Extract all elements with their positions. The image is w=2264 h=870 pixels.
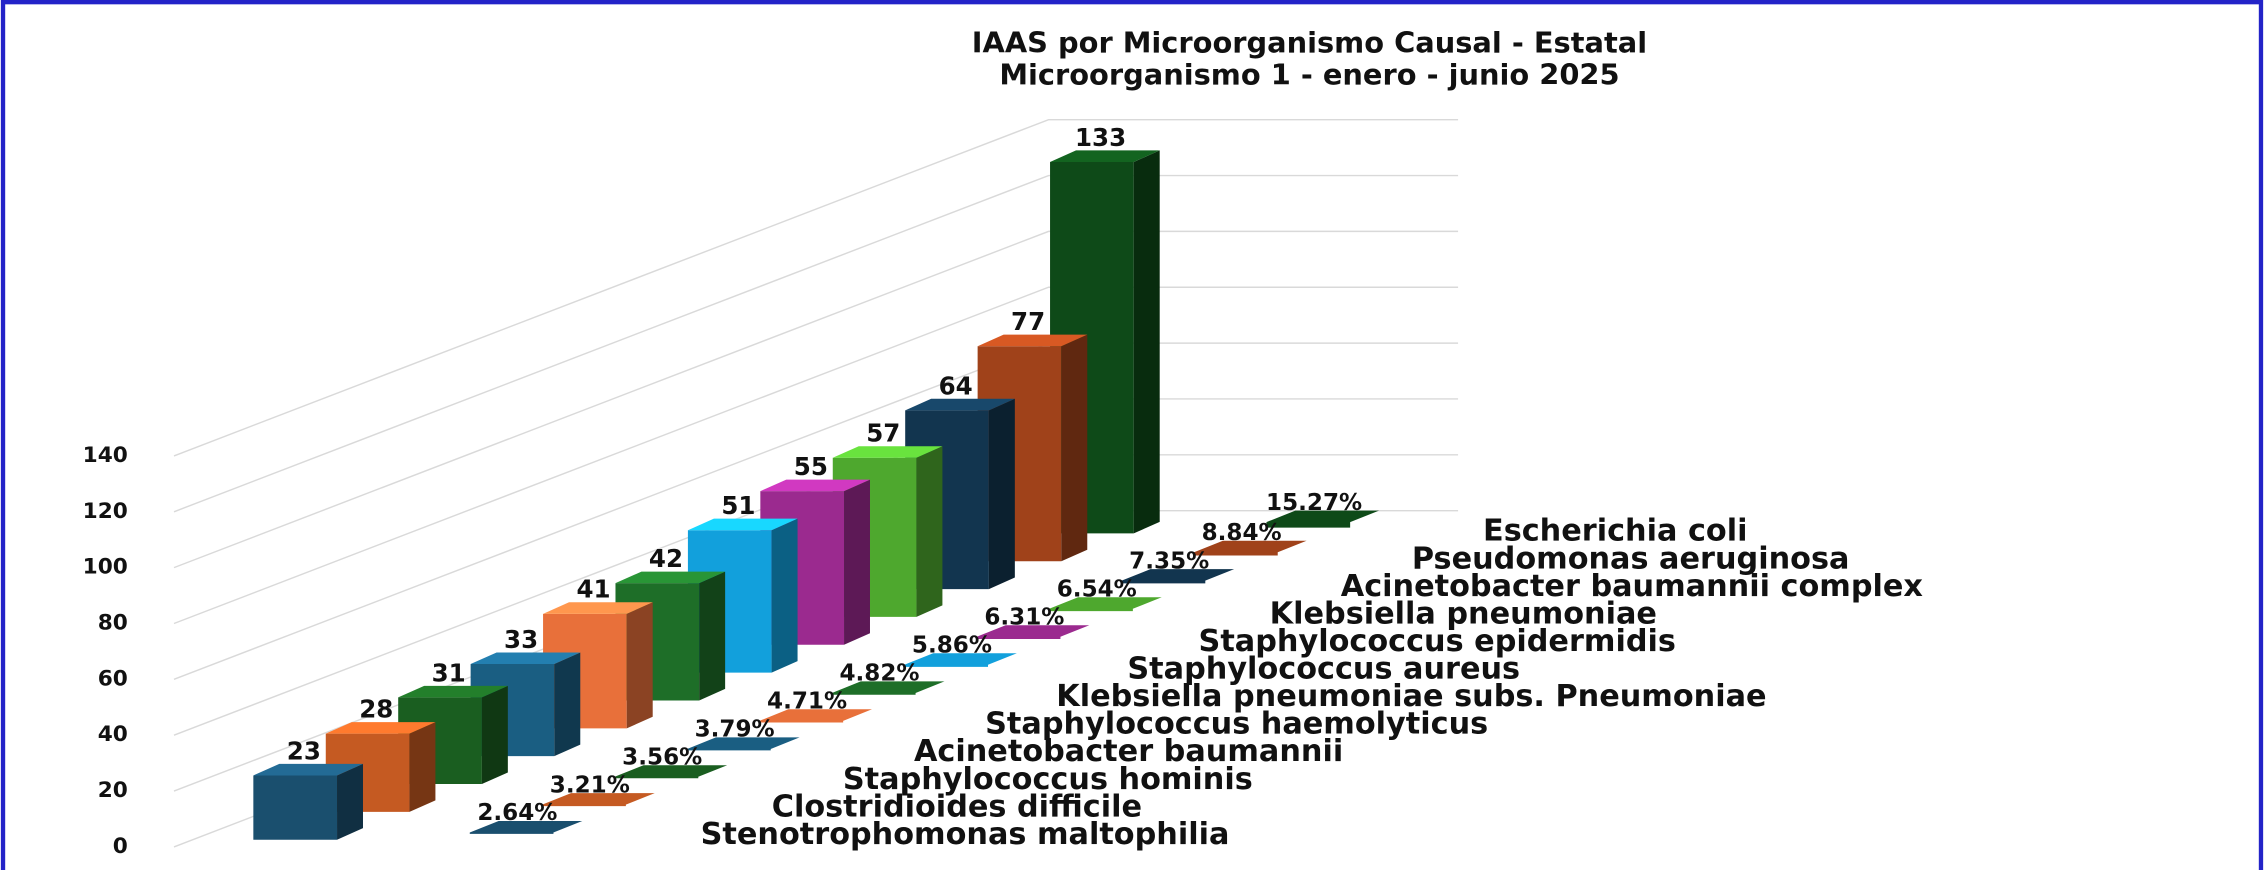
data-label: 31 xyxy=(432,658,466,687)
percent-label: 3.56% xyxy=(622,745,702,771)
y-tick-label: 80 xyxy=(98,610,128,635)
percent-bar xyxy=(469,820,583,834)
category-label: Stenotrophomonas maltophilia xyxy=(701,817,1230,852)
bar-face xyxy=(615,571,726,584)
bar-face xyxy=(325,722,436,734)
bar-face xyxy=(1061,334,1088,562)
category-label: Klebsiella pneumoniae subs. Pneumoniae xyxy=(1056,679,1766,714)
percent-bar xyxy=(542,793,655,807)
percent-label: 8.84% xyxy=(1202,520,1282,546)
grid-line xyxy=(173,174,1459,513)
bar-face xyxy=(253,763,363,776)
bar xyxy=(253,763,363,840)
category-label: Clostridioides difficile xyxy=(772,789,1142,824)
percent-bar xyxy=(1049,597,1162,612)
category-label: Staphylococcus hominis xyxy=(843,762,1253,797)
bar-face xyxy=(398,685,508,698)
data-label: 64 xyxy=(939,371,973,400)
bar-face xyxy=(470,652,581,665)
category-label: Staphylococcus haemolyticus xyxy=(985,707,1488,742)
percent-bar xyxy=(831,681,945,695)
percent-label: 2.64% xyxy=(477,800,557,826)
bar-face xyxy=(481,685,508,785)
grid-line xyxy=(173,118,1459,457)
data-label: 55 xyxy=(794,452,828,481)
percent-bar xyxy=(759,709,873,723)
percent-label: 3.79% xyxy=(695,717,775,743)
category-label: Staphylococcus epidermidis xyxy=(1199,624,1676,659)
bar-face xyxy=(543,602,653,614)
bar-face xyxy=(253,775,338,840)
bar-face xyxy=(699,571,726,701)
data-label: 57 xyxy=(866,419,900,448)
data-label: 51 xyxy=(721,491,755,520)
category-label: Klebsiella pneumoniae xyxy=(1270,596,1657,631)
data-label: 23 xyxy=(287,736,321,765)
percent-bar xyxy=(614,765,728,779)
bar-face xyxy=(977,334,1088,347)
bar-face xyxy=(1133,150,1160,534)
percent-bar xyxy=(904,653,1017,667)
data-label: 28 xyxy=(359,695,393,724)
chart-title: IAAS por Microorganismo Causal - Estatal xyxy=(972,26,1647,60)
percent-bar xyxy=(1266,510,1380,528)
percent-label: 4.82% xyxy=(839,661,919,687)
percent-label: 6.54% xyxy=(1057,577,1137,603)
bar-face xyxy=(1050,150,1160,162)
category-label: Staphylococcus aureus xyxy=(1127,652,1520,687)
data-label: 41 xyxy=(576,575,610,604)
percent-bar xyxy=(687,737,800,751)
bar-face xyxy=(905,398,1015,411)
percent-bar xyxy=(1121,569,1235,584)
bar-face xyxy=(771,518,798,673)
grid-line xyxy=(173,286,1459,625)
y-tick-label: 120 xyxy=(83,499,128,524)
category-label: Escherichia coli xyxy=(1483,514,1747,549)
category-label: Pseudomonas aeruginosa xyxy=(1412,541,1850,576)
percent-label: 6.31% xyxy=(984,604,1064,630)
grid-line xyxy=(173,230,1459,569)
data-label: 42 xyxy=(649,544,683,573)
y-tick-label: 20 xyxy=(98,778,128,803)
y-tick-label: 0 xyxy=(113,834,128,859)
bar-face xyxy=(554,652,581,757)
y-tick-label: 40 xyxy=(98,722,128,747)
percent-bar xyxy=(1194,540,1307,556)
percent-bar xyxy=(976,625,1090,640)
data-label: 33 xyxy=(504,625,538,654)
bar-face xyxy=(844,479,870,645)
bar-face xyxy=(832,446,943,458)
bar-face xyxy=(988,398,1015,590)
bar-face xyxy=(626,602,653,729)
bar-face xyxy=(916,446,943,617)
percent-label: 4.71% xyxy=(767,689,847,715)
bar-face xyxy=(760,479,870,492)
data-label: 77 xyxy=(1011,307,1045,336)
percent-label: 15.27% xyxy=(1266,490,1362,516)
data-label: 133 xyxy=(1075,123,1126,152)
chart-subtitle: Microorganismo 1 - enero - junio 2025 xyxy=(999,57,1619,91)
category-label: Acinetobacter baumannii complex xyxy=(1341,569,1924,604)
category-label: Acinetobacter baumannii xyxy=(914,734,1343,769)
bar-face xyxy=(409,722,436,812)
bar-face xyxy=(337,763,363,840)
percent-label: 3.21% xyxy=(550,772,630,798)
y-tick-label: 140 xyxy=(83,443,128,468)
bar-face xyxy=(687,518,798,531)
percent-label: 7.35% xyxy=(1129,548,1209,574)
y-tick-label: 60 xyxy=(98,666,128,691)
percent-label: 5.86% xyxy=(912,632,992,658)
y-tick-label: 100 xyxy=(83,555,128,580)
